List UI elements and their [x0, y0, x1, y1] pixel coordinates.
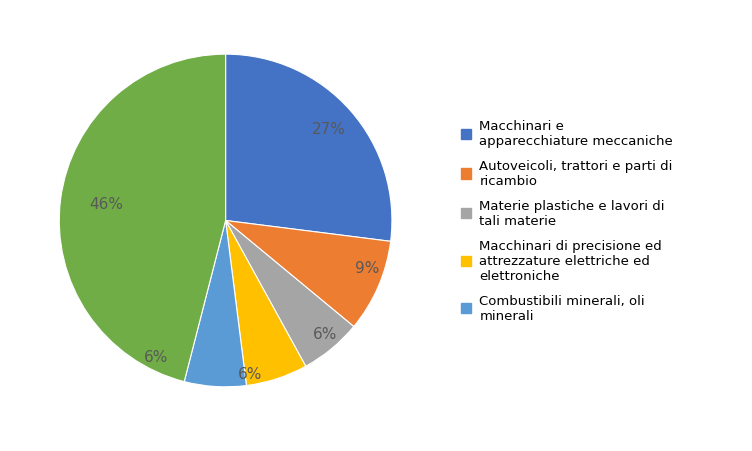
Text: 6%: 6% [238, 366, 262, 381]
Text: 46%: 46% [89, 197, 123, 212]
Text: 6%: 6% [314, 327, 338, 341]
Wedge shape [226, 55, 392, 242]
Wedge shape [226, 221, 306, 386]
Legend: Macchinari e
apparecchiature meccaniche, Autoveicoli, trattori e parti di
ricamb: Macchinari e apparecchiature meccaniche,… [461, 120, 673, 322]
Text: 9%: 9% [355, 260, 379, 275]
Wedge shape [59, 55, 226, 382]
Text: 6%: 6% [144, 350, 168, 364]
Wedge shape [226, 221, 353, 366]
Wedge shape [226, 221, 390, 327]
Text: 27%: 27% [312, 122, 346, 137]
Wedge shape [184, 221, 247, 387]
